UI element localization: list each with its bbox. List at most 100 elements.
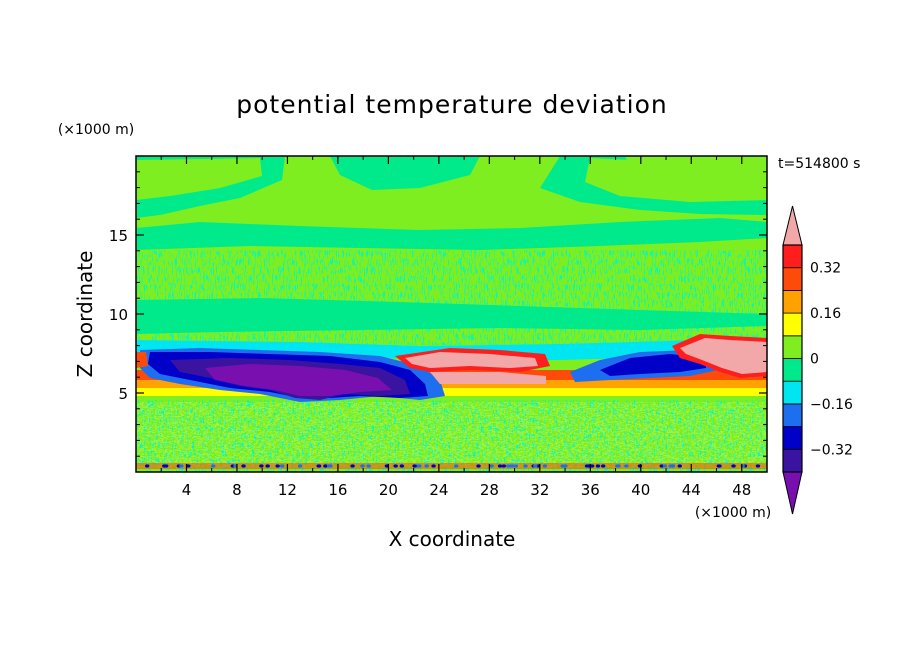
x-tick-label: 44 [682,481,701,499]
x-tick-label: 8 [232,481,242,499]
lower-noise-texture-2 [136,402,767,468]
surface-speckle [211,464,216,468]
surface-speckle [624,464,629,468]
surface-dots [144,464,761,468]
surface-speckle [542,464,548,468]
y-tick-label: 10 [109,306,128,324]
surface-speckle [755,464,761,468]
y-axis-ticks: 5 10 15 [109,171,767,457]
surface-speckle [717,464,722,468]
surface-speckle [589,464,595,468]
y-tick-label: 5 [118,385,128,403]
surface-speckle [595,464,601,468]
colorbar-swatch [782,289,803,314]
upper-green-bright [136,158,767,202]
surface-speckle [360,464,365,468]
warm-anomaly-1-pink [405,352,538,368]
surface-speckle [616,464,621,468]
surface-speckle [563,464,568,468]
colorbar-swatch [782,380,803,405]
surface-speckle [323,464,328,468]
surface-speckle [731,464,736,468]
upper-band [136,218,767,250]
x-tick-label: 32 [530,481,549,499]
warm-band-green-edge [136,396,767,400]
surface-speckle [668,464,673,468]
colorbar-swatch [782,358,803,382]
colorbar-frame [782,244,803,473]
x-axis-ticks: 4 8 12 16 20 24 28 32 36 40 44 48 [160,156,751,499]
surface-speckle [316,464,322,468]
surface-speckle [424,464,429,468]
surface-speckle [279,464,285,468]
surface-speckle [501,464,506,468]
colorbar-tick-label: −0.32 [810,442,853,458]
x-axis-label: X coordinate [389,527,516,551]
surface-speckle [533,464,538,468]
surface-speckle [297,464,303,468]
cold-anomaly-deep [205,364,392,396]
surface-speckle [265,464,270,468]
colorbar-swatch [782,267,803,291]
colorbar-swatch [782,244,803,269]
x-tick-label: 20 [379,481,398,499]
colorbar-swatch [782,448,803,473]
x-tick-label: 36 [581,481,600,499]
surface-speckle [677,464,682,468]
colorbar-swatch [782,426,803,450]
surface-speckle [399,464,405,468]
warm-anomaly-1-low [430,372,546,384]
surface-speckle [186,464,191,468]
warm-anomaly-2-pink [680,338,767,374]
x-tick-label: 28 [480,481,499,499]
colorbar-tick-label: 0 [810,352,819,368]
colorbar-tick-label: 0.32 [810,261,841,277]
colorbar-tick-label: 0.16 [810,306,841,322]
surface-speckle [179,464,184,468]
colorbar-extend-min [782,471,803,515]
surface-speckle [144,464,150,468]
colorbar-tick-label: −0.16 [810,397,853,413]
surface-speckle [506,464,511,468]
x-tick-label: 40 [631,481,650,499]
colorbar-swatch [782,312,803,337]
colorbar: 0.32 0.16 0 −0.16 −0.32 [782,205,853,515]
surface-speckle [523,464,528,468]
surface-speckle [393,464,398,468]
surface-speckle [350,464,355,468]
surface-speckle [489,464,494,468]
surface-speckle [241,464,246,468]
surface-speckle [417,464,422,468]
surface-speckle [275,464,280,468]
x-unit-label: (×1000 m) [695,505,771,521]
surface-speckle [163,464,169,468]
surface-speckle [510,464,515,468]
surface-speckle [366,464,371,468]
cold-anomaly-right-core [600,354,706,376]
contour-field [136,156,767,472]
colorbar-swatch [782,335,803,359]
surface-speckle [454,464,459,468]
y-unit-label: (×1000 m) [58,122,134,138]
colorbar-swatch [782,403,803,427]
surface-speckle [637,464,643,468]
surface-speckle [497,464,503,468]
surface-speckle [600,464,606,468]
surface-speckle [662,464,668,468]
x-tick-label: 48 [732,481,751,499]
y-tick-label: 15 [109,227,128,245]
x-tick-label: 24 [429,481,448,499]
surface-speckle [659,464,664,468]
surface-speckle [328,464,333,468]
colorbar-extend-max [782,205,803,246]
surface-speckle [476,464,481,468]
time-label: t=514800 s [778,156,860,172]
surface-speckle [259,464,264,468]
surface-speckle [513,464,519,468]
x-tick-label: 16 [328,481,347,499]
y-axis-label: Z coordinate [73,251,97,378]
x-tick-label: 4 [182,481,192,499]
surface-speckle [431,464,436,468]
left-edge-warm [136,352,148,368]
surface-speckle [412,464,417,468]
